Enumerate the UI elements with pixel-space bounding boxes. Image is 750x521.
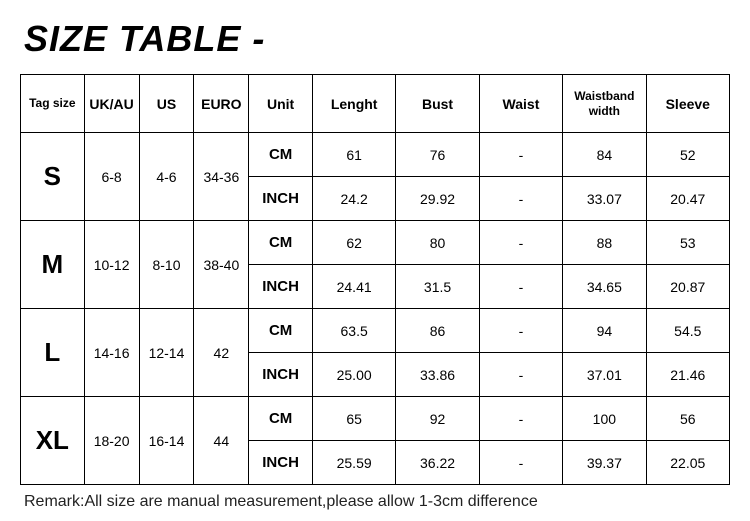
cell-waist: -	[479, 309, 562, 353]
unit-cm: CM	[249, 309, 313, 353]
uk-cell: 18-20	[84, 397, 139, 485]
cell-waistband: 33.07	[563, 177, 646, 221]
uk-cell: 14-16	[84, 309, 139, 397]
cell-length: 25.59	[312, 441, 395, 485]
cell-bust: 29.92	[396, 177, 479, 221]
cell-bust: 31.5	[396, 265, 479, 309]
euro-cell: 42	[194, 309, 249, 397]
cell-waistband: 34.65	[563, 265, 646, 309]
col-uk: UK/AU	[84, 75, 139, 133]
table-row: S6-84-634-36CM6176-8452	[21, 133, 730, 177]
table-body: S6-84-634-36CM6176-8452INCH24.229.92-33.…	[21, 133, 730, 485]
col-euro: EURO	[194, 75, 249, 133]
cell-sleeve: 53	[646, 221, 729, 265]
unit-inch: INCH	[249, 265, 313, 309]
cell-waistband: 39.37	[563, 441, 646, 485]
cell-bust: 92	[396, 397, 479, 441]
cell-waist: -	[479, 441, 562, 485]
unit-cm: CM	[249, 221, 313, 265]
cell-sleeve: 52	[646, 133, 729, 177]
cell-waist: -	[479, 133, 562, 177]
unit-inch: INCH	[249, 353, 313, 397]
col-unit: Unit	[249, 75, 313, 133]
us-cell: 8-10	[139, 221, 194, 309]
cell-waist: -	[479, 397, 562, 441]
cell-sleeve: 20.47	[646, 177, 729, 221]
cell-sleeve: 22.05	[646, 441, 729, 485]
size-table: Tag size UK/AU US EURO Unit Lenght Bust …	[20, 74, 730, 485]
table-row: L14-1612-1442CM63.586-9454.5	[21, 309, 730, 353]
unit-inch: INCH	[249, 177, 313, 221]
remark-text: Remark:All size are manual measurement,p…	[24, 493, 730, 511]
tag-cell: L	[21, 309, 85, 397]
euro-cell: 34-36	[194, 133, 249, 221]
cell-waistband: 100	[563, 397, 646, 441]
cell-bust: 76	[396, 133, 479, 177]
col-us: US	[139, 75, 194, 133]
uk-cell: 6-8	[84, 133, 139, 221]
cell-length: 24.41	[312, 265, 395, 309]
col-bust: Bust	[396, 75, 479, 133]
us-cell: 4-6	[139, 133, 194, 221]
tag-cell: M	[21, 221, 85, 309]
cell-waistband: 84	[563, 133, 646, 177]
table-row: M10-128-1038-40CM6280-8853	[21, 221, 730, 265]
col-sleeve: Sleeve	[646, 75, 729, 133]
cell-bust: 80	[396, 221, 479, 265]
tag-cell: XL	[21, 397, 85, 485]
euro-cell: 44	[194, 397, 249, 485]
cell-length: 24.2	[312, 177, 395, 221]
col-waistband: Waistband width	[563, 75, 646, 133]
euro-cell: 38-40	[194, 221, 249, 309]
cell-sleeve: 20.87	[646, 265, 729, 309]
cell-bust: 33.86	[396, 353, 479, 397]
cell-length: 62	[312, 221, 395, 265]
unit-cm: CM	[249, 397, 313, 441]
col-tag: Tag size	[21, 75, 85, 133]
cell-sleeve: 21.46	[646, 353, 729, 397]
us-cell: 12-14	[139, 309, 194, 397]
cell-waist: -	[479, 221, 562, 265]
header-row: Tag size UK/AU US EURO Unit Lenght Bust …	[21, 75, 730, 133]
cell-sleeve: 54.5	[646, 309, 729, 353]
cell-length: 61	[312, 133, 395, 177]
cell-waistband: 94	[563, 309, 646, 353]
cell-length: 65	[312, 397, 395, 441]
col-length: Lenght	[312, 75, 395, 133]
unit-inch: INCH	[249, 441, 313, 485]
page-title: SIZE TABLE -	[24, 18, 730, 60]
unit-cm: CM	[249, 133, 313, 177]
cell-length: 25.00	[312, 353, 395, 397]
uk-cell: 10-12	[84, 221, 139, 309]
tag-cell: S	[21, 133, 85, 221]
cell-sleeve: 56	[646, 397, 729, 441]
cell-bust: 36.22	[396, 441, 479, 485]
table-row: XL18-2016-1444CM6592-10056	[21, 397, 730, 441]
cell-waistband: 37.01	[563, 353, 646, 397]
cell-waistband: 88	[563, 221, 646, 265]
cell-waist: -	[479, 177, 562, 221]
cell-waist: -	[479, 265, 562, 309]
cell-length: 63.5	[312, 309, 395, 353]
us-cell: 16-14	[139, 397, 194, 485]
col-waist: Waist	[479, 75, 562, 133]
cell-waist: -	[479, 353, 562, 397]
cell-bust: 86	[396, 309, 479, 353]
